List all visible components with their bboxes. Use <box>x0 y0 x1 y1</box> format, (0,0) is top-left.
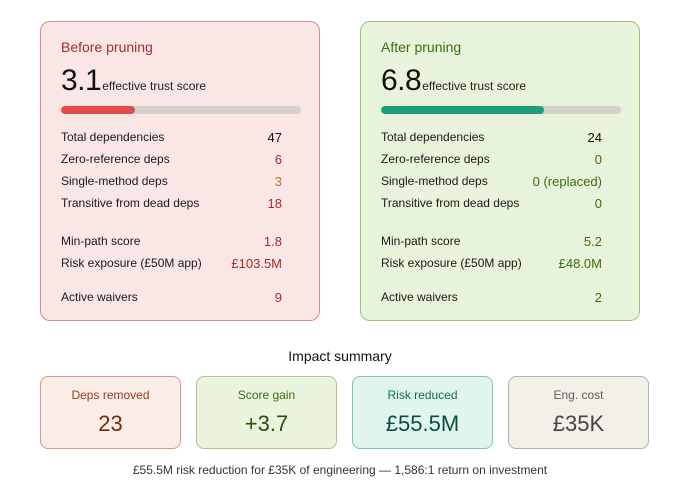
card-label: Eng. cost <box>553 388 604 402</box>
row-value: 18 <box>267 195 282 211</box>
before-panel-title: Before pruning <box>61 39 153 55</box>
row-label: Active waivers <box>61 290 138 304</box>
row-label: Zero-reference deps <box>61 152 170 166</box>
card-value: +3.7 <box>244 411 289 436</box>
row-value: £48.0M <box>558 255 602 271</box>
before-row-zero-ref: Zero-reference deps 6 <box>61 151 282 167</box>
after-panel-title: After pruning <box>381 39 462 55</box>
after-score-value: 6.8 <box>381 64 422 97</box>
row-value: £103.5M <box>231 255 282 271</box>
card-value: £55.5M <box>385 411 460 436</box>
row-label: Single-method deps <box>61 174 168 188</box>
row-value: 0 <box>594 151 602 167</box>
after-row-min-path: Min-path score 5.2 <box>381 233 602 249</box>
row-value: 24 <box>587 129 602 145</box>
after-row-total-deps: Total dependencies 24 <box>381 129 602 145</box>
row-label: Transitive from dead deps <box>61 196 200 210</box>
before-score: 3.1 effective trust score <box>61 64 206 98</box>
roi-footer-note: £55.5M risk reduction for £35K of engine… <box>132 463 548 477</box>
row-label: Risk exposure (£50M app) <box>381 256 522 270</box>
risk-reduced-card: Risk reduced £55.5M <box>352 376 493 449</box>
deps-removed-card: Deps removed 23 <box>40 376 181 449</box>
before-row-single-method: Single-method deps 3 <box>61 173 282 189</box>
after-score: 6.8 effective trust score <box>381 64 526 98</box>
row-value: 6 <box>274 151 282 167</box>
eng-cost-card: Eng. cost £35K <box>508 376 649 449</box>
card-label: Score gain <box>237 388 296 402</box>
score-gain-card: Score gain +3.7 <box>196 376 337 449</box>
row-value: 5.2 <box>583 233 602 249</box>
card-label: Risk reduced <box>387 388 458 402</box>
row-value: 47 <box>267 129 282 145</box>
row-label: Single-method deps <box>381 174 488 188</box>
before-row-transitive: Transitive from dead deps 18 <box>61 195 282 211</box>
before-row-total-deps: Total dependencies 47 <box>61 129 282 145</box>
after-row-zero-ref: Zero-reference deps 0 <box>381 151 602 167</box>
row-label: Min-path score <box>61 234 141 248</box>
after-score-bar-fill <box>381 106 545 114</box>
row-label: Transitive from dead deps <box>381 196 520 210</box>
before-score-bar-fill <box>61 106 136 114</box>
after-row-waivers: Active waivers 2 <box>381 289 602 305</box>
card-value: 23 <box>98 411 123 436</box>
card-label: Deps removed <box>71 388 150 402</box>
row-label: Zero-reference deps <box>381 152 490 166</box>
row-value: 0 (replaced) <box>532 173 602 189</box>
impact-summary-title: Impact summary <box>288 348 392 364</box>
row-label: Active waivers <box>381 290 458 304</box>
row-label: Total dependencies <box>61 130 165 144</box>
after-score-bar <box>381 106 621 114</box>
before-row-min-path: Min-path score 1.8 <box>61 233 282 249</box>
before-row-risk-exposure: Risk exposure (£50M app) £103.5M <box>61 255 282 271</box>
after-pruning-panel: After pruning 6.8 effective trust score … <box>360 21 640 321</box>
before-score-label: effective trust score <box>102 79 207 93</box>
row-value: 1.8 <box>263 233 282 249</box>
row-value: 0 <box>594 195 602 211</box>
row-value: 9 <box>274 289 282 305</box>
before-pruning-panel: Before pruning 3.1 effective trust score… <box>40 21 320 321</box>
before-score-value: 3.1 <box>61 64 102 97</box>
row-label: Risk exposure (£50M app) <box>61 256 202 270</box>
before-score-bar <box>61 106 301 114</box>
row-value: 3 <box>274 173 282 189</box>
after-row-single-method: Single-method deps 0 (replaced) <box>381 173 602 189</box>
card-value: £35K <box>552 411 605 436</box>
after-row-risk-exposure: Risk exposure (£50M app) £48.0M <box>381 255 602 271</box>
row-label: Min-path score <box>381 234 461 248</box>
row-value: 2 <box>594 289 602 305</box>
after-score-label: effective trust score <box>422 79 527 93</box>
before-row-waivers: Active waivers 9 <box>61 289 282 305</box>
after-row-transitive: Transitive from dead deps 0 <box>381 195 602 211</box>
row-label: Total dependencies <box>381 130 485 144</box>
